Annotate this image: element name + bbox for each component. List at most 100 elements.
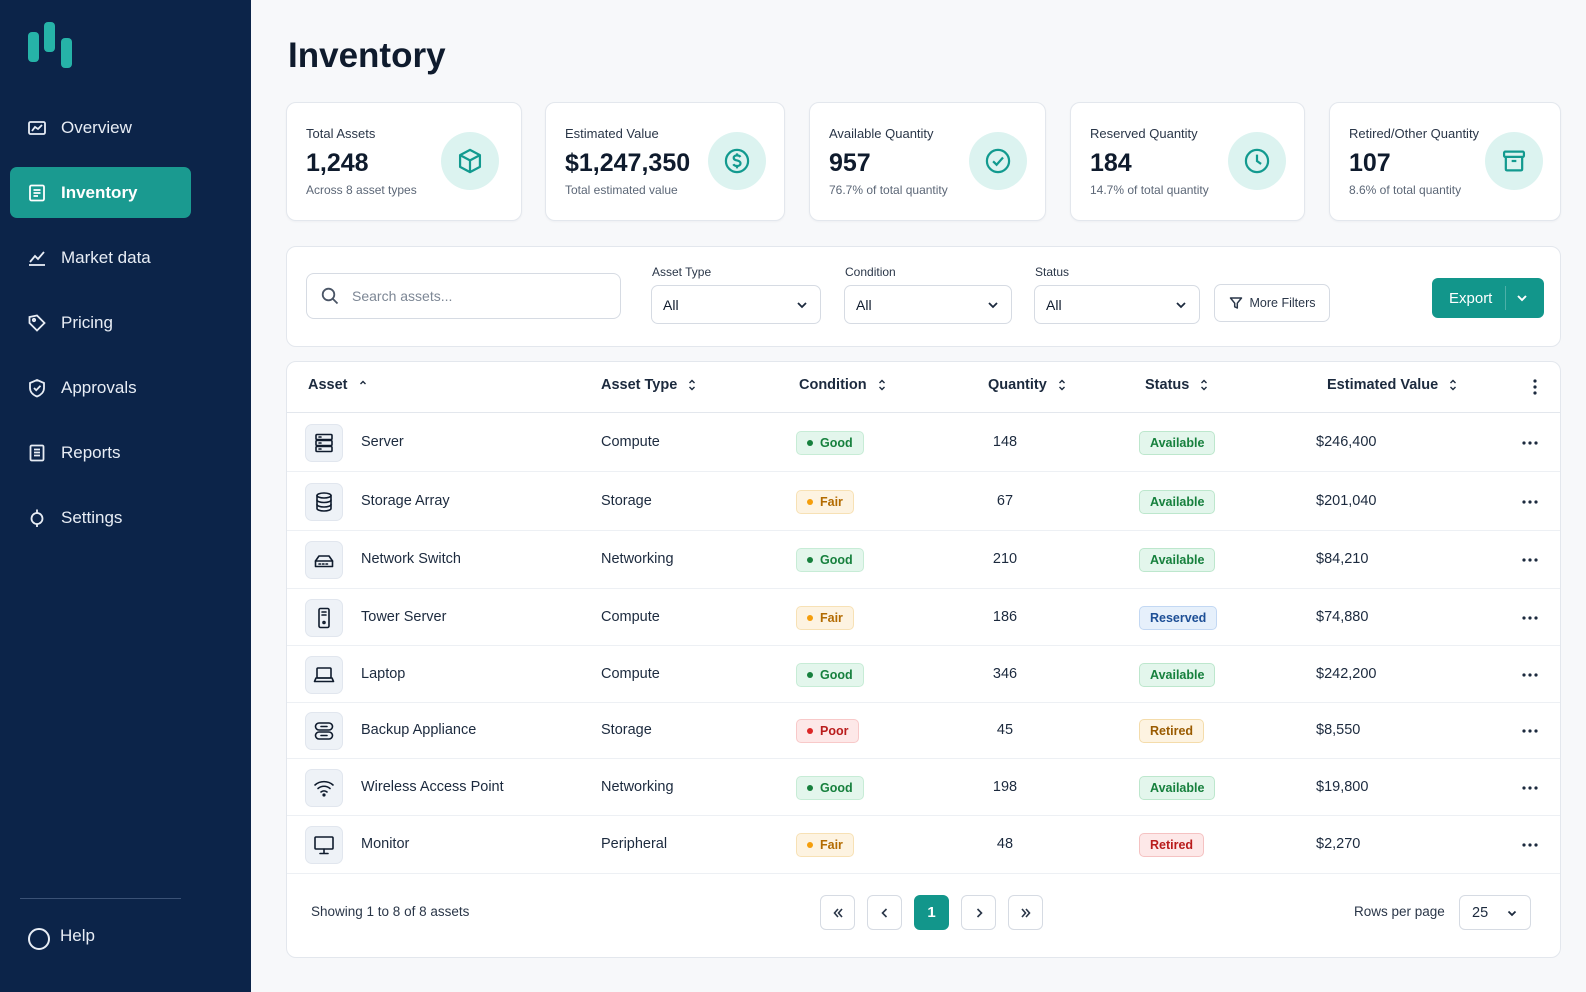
- status-badge: Retired: [1139, 833, 1205, 857]
- search-icon: [321, 287, 339, 305]
- column-header-quantity[interactable]: Quantity: [988, 377, 1067, 393]
- search-input[interactable]: [352, 288, 602, 304]
- search-box[interactable]: [306, 273, 621, 319]
- rows-per-page-value: 25: [1472, 904, 1489, 921]
- row-actions-icon[interactable]: [1522, 499, 1538, 504]
- sidebar-item-overview[interactable]: Overview: [10, 102, 191, 153]
- table-row[interactable]: Server Compute 148 $246,400 Good Available: [287, 413, 1560, 472]
- column-header-status[interactable]: Status: [1145, 377, 1209, 393]
- stat-label: Reserved Quantity: [1090, 126, 1198, 141]
- row-actions-icon[interactable]: [1522, 558, 1538, 562]
- sort-icon: [1450, 379, 1457, 391]
- archive-icon: [1485, 132, 1543, 190]
- column-header-label: Asset Type: [601, 377, 678, 393]
- tower-icon: [305, 598, 343, 637]
- condition-filter-label: Condition: [845, 265, 896, 279]
- sidebar-nav: Overview Inventory Market data Pricing A…: [10, 102, 191, 557]
- row-actions-icon[interactable]: [1522, 785, 1538, 790]
- chevron-down-icon[interactable]: [1515, 291, 1529, 305]
- table-row[interactable]: Network Switch Networking 210 $84,210 Good Av…: [287, 531, 1560, 589]
- sidebar-item-label: Inventory: [61, 182, 138, 202]
- condition-badge: Good: [796, 662, 864, 687]
- status-select[interactable]: All: [1034, 285, 1200, 324]
- pagination-summary: Showing 1 to 8 of 8 assets: [311, 904, 470, 919]
- condition-label: Good: [820, 780, 853, 795]
- quantity: 48: [996, 836, 1014, 852]
- dollar-circle-icon: [708, 132, 766, 190]
- column-header-label: Status: [1145, 377, 1190, 393]
- table-row[interactable]: Laptop Compute 346 $242,200 Good Available: [287, 646, 1560, 703]
- chevron-down-icon: [988, 301, 998, 308]
- help-link[interactable]: Help: [28, 922, 95, 950]
- column-header-asset[interactable]: Asset: [308, 377, 368, 393]
- document-list-icon: [29, 184, 45, 201]
- column-header-asset-type[interactable]: Asset Type: [601, 377, 697, 393]
- stat-label: Total Assets: [306, 126, 376, 141]
- first-page-button[interactable]: [820, 895, 855, 930]
- stat-card-retired-quantity: Retired/Other Quantity 107 8.6% of total…: [1329, 102, 1561, 221]
- sidebar-item-label: Settings: [61, 507, 123, 527]
- condition-dot-icon: [807, 842, 813, 848]
- sidebar-item-label: Overview: [61, 117, 132, 137]
- last-page-button[interactable]: [1008, 895, 1043, 930]
- sidebar-item-approvals[interactable]: Approvals: [10, 362, 191, 413]
- sidebar-item-market-data[interactable]: Market data: [10, 232, 191, 283]
- chevron-left-icon: [880, 907, 887, 918]
- asset-type-select[interactable]: All: [651, 285, 821, 324]
- table-row[interactable]: Wireless Access Point Networking 198 $19,80…: [287, 759, 1560, 816]
- asset-type-filter-label: Asset Type: [652, 265, 712, 279]
- monitor-icon: [305, 826, 343, 864]
- table-row[interactable]: Tower Server Compute 186 $74,880 Fair Reserve…: [287, 589, 1560, 646]
- status-label: Available: [1150, 435, 1205, 450]
- check-circle-icon: [969, 132, 1027, 190]
- row-actions-icon[interactable]: [1522, 440, 1538, 445]
- next-page-button[interactable]: [961, 895, 996, 930]
- row-actions-icon[interactable]: [1522, 729, 1538, 733]
- condition-dot-icon: [807, 728, 813, 734]
- status-badge: Retired: [1139, 719, 1205, 743]
- stat-label: Available Quantity: [829, 126, 934, 141]
- asset-name: Wireless Access Point: [361, 778, 504, 795]
- row-actions-icon[interactable]: [1522, 672, 1538, 677]
- stat-label: Retired/Other Quantity: [1349, 126, 1480, 141]
- rows-per-page-select[interactable]: 25: [1459, 895, 1531, 930]
- quantity: 148: [992, 433, 1018, 450]
- stat-value: 184: [1090, 149, 1132, 177]
- row-actions-icon[interactable]: [1522, 843, 1538, 847]
- condition-select[interactable]: All: [844, 285, 1012, 324]
- column-header-estimated-value[interactable]: Estimated Value: [1327, 377, 1458, 393]
- sidebar-item-settings[interactable]: Settings: [10, 492, 191, 543]
- sidebar-item-reports[interactable]: Reports: [10, 427, 191, 478]
- table-row[interactable]: Monitor Peripheral 48 $2,270 Fair Retired: [287, 816, 1560, 874]
- previous-page-button[interactable]: [867, 895, 902, 930]
- estimated-value: $8,550: [1316, 722, 1361, 738]
- stat-label: Estimated Value: [565, 126, 659, 141]
- export-button[interactable]: Export: [1432, 278, 1544, 318]
- table-header: Asset Asset Type Condition Quantity Stat…: [287, 362, 1560, 413]
- sidebar-item-pricing[interactable]: Pricing: [10, 297, 191, 348]
- status-badge: Available: [1139, 548, 1216, 572]
- cube-icon: [441, 132, 499, 190]
- column-header-condition[interactable]: Condition: [799, 377, 887, 393]
- table-row[interactable]: Storage Array Storage 67 $201,040 Fair Availa…: [287, 472, 1560, 531]
- stat-card-available-quantity: Available Quantity 957 76.7% of total qu…: [809, 102, 1046, 221]
- row-actions-icon[interactable]: [1522, 615, 1538, 620]
- condition-label: Good: [820, 553, 853, 567]
- sidebar-item-inventory[interactable]: Inventory: [10, 167, 191, 218]
- stat-subtext: Total estimated value: [565, 183, 678, 197]
- asset-type: Storage: [601, 492, 652, 509]
- column-options-icon[interactable]: [1532, 378, 1538, 396]
- page-button-1[interactable]: 1: [914, 895, 949, 930]
- inventory-table: Asset Asset Type Condition Quantity Stat…: [286, 361, 1561, 958]
- condition-label: Fair: [820, 494, 843, 509]
- more-filters-button[interactable]: More Filters: [1214, 284, 1330, 322]
- asset-type: Compute: [601, 433, 660, 450]
- line-chart-icon: [29, 250, 45, 266]
- status-label: Reserved: [1150, 610, 1207, 625]
- app-logo[interactable]: [28, 22, 76, 68]
- status-label: Retired: [1150, 838, 1194, 852]
- status-badge: Available: [1139, 489, 1216, 514]
- condition-badge: Good: [796, 430, 864, 455]
- table-row[interactable]: Backup Appliance Storage 45 $8,550 Poor Retir…: [287, 703, 1560, 759]
- status-label: Available: [1150, 553, 1205, 567]
